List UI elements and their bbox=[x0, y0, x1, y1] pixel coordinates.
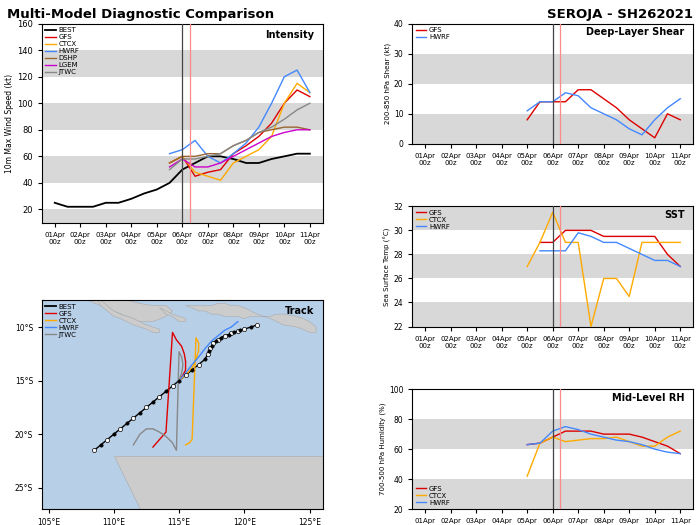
Legend: BEST, GFS, CTCX, HWRF, JTWC: BEST, GFS, CTCX, HWRF, JTWC bbox=[44, 302, 81, 339]
Legend: BEST, GFS, CTCX, HWRF, DSHP, LGEM, JTWC: BEST, GFS, CTCX, HWRF, DSHP, LGEM, JTWC bbox=[44, 26, 81, 77]
Text: Deep-Layer Shear: Deep-Layer Shear bbox=[587, 27, 685, 37]
Bar bbox=[412, 230, 693, 255]
Text: Intensity: Intensity bbox=[265, 29, 314, 39]
Y-axis label: 200-850 hPa Shear (kt): 200-850 hPa Shear (kt) bbox=[384, 43, 391, 124]
Y-axis label: 700-500 hPa Humidity (%): 700-500 hPa Humidity (%) bbox=[379, 403, 386, 496]
Text: SST: SST bbox=[664, 210, 685, 220]
Text: Mid-Level RH: Mid-Level RH bbox=[612, 393, 685, 403]
Polygon shape bbox=[114, 456, 323, 509]
Text: Track: Track bbox=[285, 307, 314, 317]
Legend: GFS, CTCX, HWRF: GFS, CTCX, HWRF bbox=[414, 484, 452, 507]
Bar bbox=[42, 183, 323, 209]
Bar bbox=[412, 83, 693, 114]
Text: Multi-Model Diagnostic Comparison: Multi-Model Diagnostic Comparison bbox=[7, 8, 274, 21]
Legend: GFS, CTCX, HWRF: GFS, CTCX, HWRF bbox=[414, 208, 452, 232]
Polygon shape bbox=[160, 308, 186, 322]
Polygon shape bbox=[36, 242, 62, 279]
Polygon shape bbox=[186, 303, 316, 332]
Polygon shape bbox=[48, 279, 172, 322]
Bar bbox=[412, 389, 693, 419]
Bar bbox=[42, 77, 323, 103]
Y-axis label: Sea Surface Temp (°C): Sea Surface Temp (°C) bbox=[384, 227, 391, 306]
Bar bbox=[412, 278, 693, 302]
Y-axis label: 10m Max Wind Speed (kt): 10m Max Wind Speed (kt) bbox=[6, 74, 14, 173]
Bar bbox=[42, 130, 323, 156]
Polygon shape bbox=[94, 295, 160, 332]
Bar bbox=[412, 24, 693, 54]
Bar bbox=[412, 449, 693, 479]
Legend: GFS, HWRF: GFS, HWRF bbox=[414, 26, 452, 41]
Bar bbox=[42, 24, 323, 50]
Text: SEROJA - SH262021: SEROJA - SH262021 bbox=[547, 8, 693, 21]
